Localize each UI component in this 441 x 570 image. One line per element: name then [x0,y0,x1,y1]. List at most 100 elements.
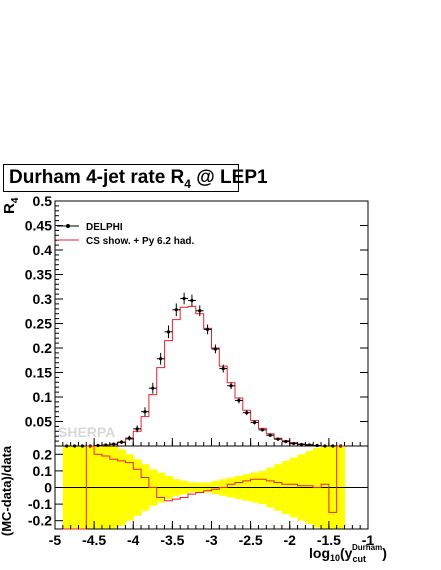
data-point [125,435,134,441]
y-tick-label-ratio: -0.1 [28,496,52,512]
data-marker [112,442,116,446]
legend-entry-data: DELPHI [86,222,123,233]
data-point [234,397,243,404]
data-marker [307,443,311,447]
data-point [321,444,329,448]
data-marker [268,433,272,437]
data-point [250,420,259,425]
x-tick-label: -5 [49,532,62,548]
plot-title: Durham 4-jet rate R4 @ LEP1 [3,164,268,192]
x-tick-label: -4 [127,532,140,548]
ratio-histogram [62,445,345,530]
data-marker [143,410,147,414]
data-point [70,444,79,448]
data-marker [299,442,304,447]
y-tick-label-top: 0.4 [33,242,53,258]
data-marker [331,444,335,448]
data-point [242,410,251,416]
x-tick-label: -3.5 [160,532,184,548]
data-marker [127,436,131,440]
data-point [258,428,267,432]
data-point [305,443,314,447]
data-point [274,437,282,441]
data-marker [80,444,84,448]
data-point [117,440,126,445]
data-point [188,294,196,307]
data-marker [198,309,202,313]
data-marker [119,440,124,444]
x-tick-label: -3 [205,532,218,548]
data-point [281,439,290,444]
data-point [109,442,118,446]
data-point [94,443,102,448]
data-marker [229,384,233,388]
data-marker [65,444,69,448]
y-tick-label-top: 0.2 [33,340,53,356]
data-point [227,382,235,390]
x-tick-label: -1.5 [317,532,341,548]
y-tick-label-top: 0.15 [25,365,52,381]
y-tick-label-top: 0.5 [33,193,53,209]
data-point [211,344,220,354]
data-marker [190,298,194,303]
x-tick-label: -2.5 [239,532,263,548]
sherpa-watermark: SHERPA [58,424,115,440]
y-axis-label-ratio: (MC-data)/data [0,445,14,536]
data-point [328,444,337,448]
y-tick-label-ratio: 0.2 [33,446,53,462]
y-tick-label-top: 0.3 [33,291,53,307]
data-marker [276,437,280,441]
data-marker [284,439,288,444]
legend-data-marker [66,224,70,228]
data-marker [166,330,171,334]
y-tick-label-top: 0.05 [25,414,52,430]
data-point [172,303,181,317]
legend: DELPHI CS show. + Py 6.2 had. [57,222,194,247]
title-suffix: @ LEP1 [190,167,268,188]
data-marker [252,420,257,425]
data-marker [135,427,139,431]
x-tick-label: -1 [362,532,375,548]
y-tick-label-top: 0.35 [25,267,52,283]
data-marker [96,443,100,448]
data-point [203,324,212,335]
y-tick-label-ratio: -0.2 [28,513,52,529]
data-marker [182,296,186,301]
y-axis-label-top: R4 [1,197,21,214]
data-point [313,443,322,448]
data-point [164,325,173,339]
data-point [195,305,204,317]
y-tick-label-ratio: 0.1 [33,463,53,479]
data-point [289,441,298,446]
data-point [141,407,149,417]
data-marker [315,443,319,448]
y-tick-label-ratio: 0 [44,480,52,496]
data-point [156,352,165,365]
ratio-step-line [62,445,345,530]
data-marker [159,357,163,361]
data-marker [72,444,77,448]
data-marker [104,443,108,447]
data-point [297,442,306,447]
data-point [180,292,189,305]
data-marker [213,347,218,351]
x-tick-label: -2 [284,532,297,548]
data-marker [221,366,225,371]
legend-entry-mc: CS show. + Py 6.2 had. [86,236,194,247]
y-tick-label-top: 0.25 [25,316,52,332]
x-tick-label: -4.5 [82,532,106,548]
title-subscript: 4 [184,176,191,191]
data-point [78,444,87,448]
data-marker [292,441,296,446]
data-point [101,443,110,447]
data-marker [237,398,241,403]
data-point [219,364,228,373]
data-point [148,382,157,394]
data-marker [260,428,264,432]
data-points [62,292,345,448]
title-main: Durham 4-jet rate R [9,167,185,188]
y-tick-label-top: 0.1 [33,389,53,405]
axes: 0.050.10.150.20.250.30.350.40.450.5-0.2-… [25,193,375,548]
data-marker [245,411,249,415]
